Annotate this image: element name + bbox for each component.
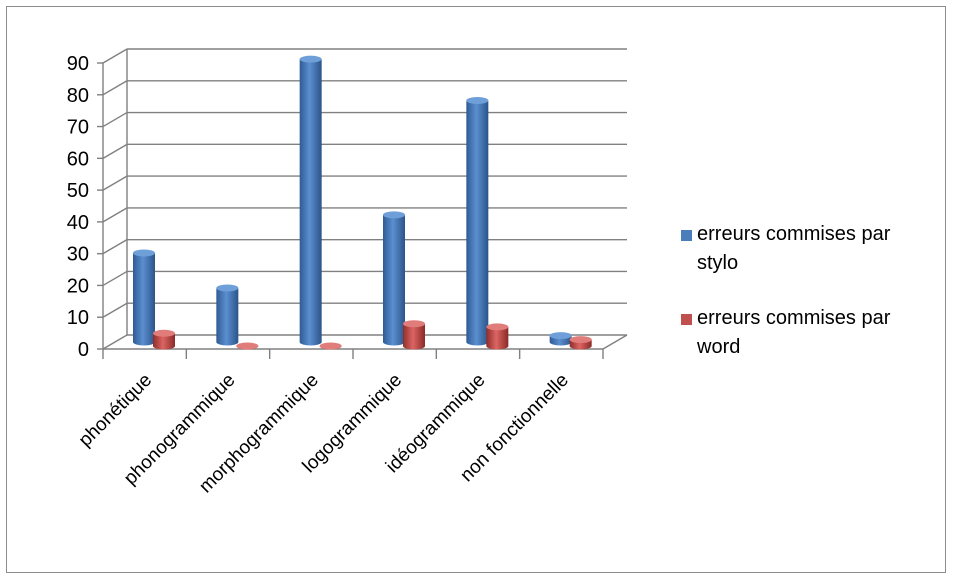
bar-word: [236, 342, 259, 350]
legend-swatch: [681, 230, 692, 241]
bar-body: [216, 287, 239, 346]
bar-word: [153, 329, 175, 350]
gridline-side: [102, 80, 128, 96]
legend: erreurs commises par stylo erreurs commise…: [681, 223, 891, 358]
bar-top: [569, 336, 592, 344]
gridline-side: [102, 48, 128, 64]
bar-body: [403, 323, 425, 350]
bar-top: [216, 284, 239, 292]
y-tick-label: 60: [67, 148, 89, 170]
bar-top: [153, 329, 175, 337]
x-axis-labels: phonétiquephonogrammiquemorphogrammiquel…: [75, 370, 573, 498]
bar-body: [383, 214, 405, 346]
bar-top: [133, 249, 155, 257]
bar-body: [299, 59, 322, 346]
y-axis-ticks: 0 10 20 30 40 50 60 70 80 90: [67, 53, 89, 361]
legend-swatch: [681, 314, 692, 325]
chart-frame: 0 10 20 30 40 50 60 70 80 90 phonétique phonogramm…: [6, 6, 946, 573]
y-tick-label: 30: [67, 244, 89, 266]
bar-body: [133, 253, 155, 346]
bar-word: [569, 336, 592, 350]
bar-body: [153, 333, 175, 350]
bar-stylo: [549, 332, 572, 346]
chart-canvas: 0 10 20 30 40 50 60 70 80 90 phonétiquephonogramm…: [67, 48, 891, 498]
bar-top: [383, 211, 405, 219]
bar-top: [319, 342, 342, 350]
axes: [97, 49, 628, 359]
gridline-side: [102, 334, 128, 350]
y-tick-label: 10: [67, 307, 89, 329]
bar-stylo: [466, 96, 489, 346]
gridline-side: [102, 207, 128, 223]
bar-top: [466, 96, 489, 104]
bar-body: [486, 326, 509, 350]
gridline-side: [102, 175, 128, 191]
floor-edge: [602, 334, 628, 350]
bar-top: [549, 332, 572, 340]
gridline-side: [102, 143, 128, 159]
bar-top: [299, 55, 322, 63]
bars: [133, 55, 592, 350]
bar-top: [486, 323, 509, 331]
bar-stylo: [299, 55, 322, 346]
bar-top: [236, 342, 259, 350]
gridlines: [102, 48, 627, 350]
y-tick-label: 50: [67, 180, 89, 202]
bar-stylo: [216, 284, 239, 346]
y-tick-label: 0: [78, 339, 89, 361]
gridline-side: [102, 302, 128, 318]
gridline-side: [102, 111, 128, 128]
y-tick-label: 70: [67, 117, 89, 139]
legend-label: erreurs commises par word: [696, 307, 891, 358]
gridline-side: [102, 239, 128, 255]
y-tick-label: 40: [67, 212, 89, 234]
y-tick-label: 90: [67, 53, 89, 75]
y-tick-label: 80: [67, 85, 89, 107]
bar-body: [466, 100, 489, 346]
legend-label: erreurs commises par stylo: [697, 223, 891, 274]
bar-stylo: [383, 211, 405, 346]
y-tick-label: 20: [67, 275, 89, 297]
bar-word: [403, 320, 425, 350]
gridline-side: [102, 270, 128, 287]
bar-word: [486, 323, 509, 350]
bar-word: [319, 342, 342, 350]
bar-stylo: [133, 249, 155, 346]
x-tick-label: phonétique: [75, 370, 156, 451]
bar-top: [403, 320, 425, 328]
